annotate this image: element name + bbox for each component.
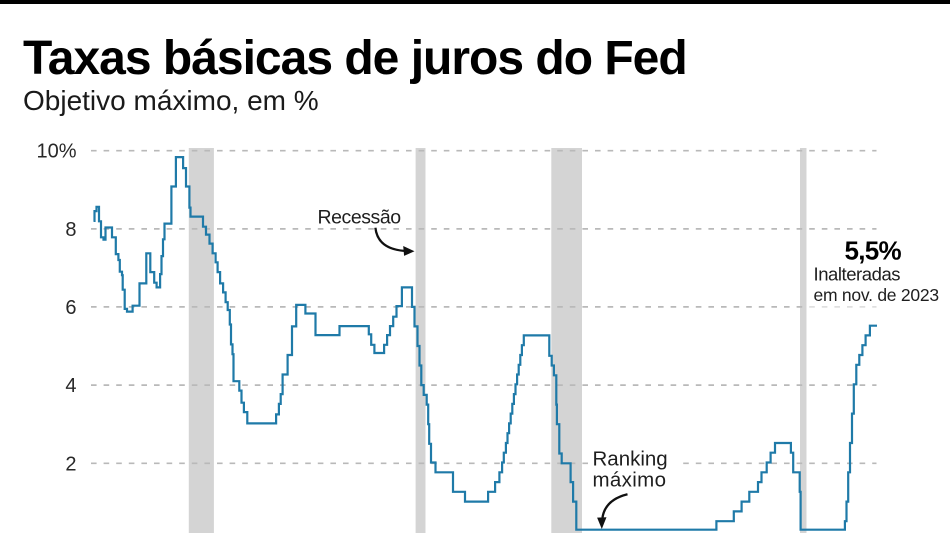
svg-text:8: 8: [65, 219, 76, 241]
svg-text:2: 2: [65, 453, 76, 475]
svg-text:10%: 10%: [36, 141, 76, 163]
svg-text:4: 4: [65, 375, 76, 397]
svg-text:Taxas básicas de juros do Fed: Taxas básicas de juros do Fed: [23, 32, 687, 85]
svg-text:máximo: máximo: [593, 469, 667, 492]
svg-text:5,5%: 5,5%: [845, 236, 902, 266]
svg-text:Objetivo máximo, em %: Objetivo máximo, em %: [23, 85, 319, 116]
svg-text:Inalteradas: Inalteradas: [814, 263, 901, 284]
svg-text:em nov. de 2023: em nov. de 2023: [814, 285, 939, 305]
svg-text:Ranking: Ranking: [593, 448, 668, 471]
svg-text:6: 6: [65, 297, 76, 319]
svg-text:Recessão: Recessão: [318, 206, 402, 228]
